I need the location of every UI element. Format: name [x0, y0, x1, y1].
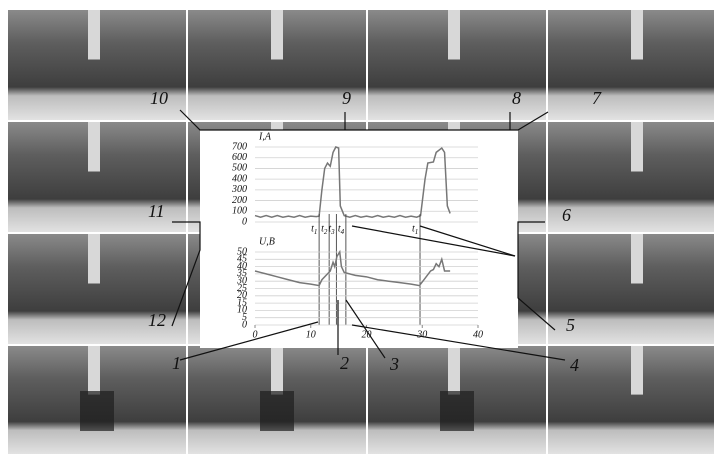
electrode — [88, 234, 100, 284]
frame-label: 6 — [562, 205, 571, 225]
frame-label: 1 — [172, 353, 181, 373]
frame-label: 4 — [570, 355, 579, 375]
electrode — [88, 346, 100, 395]
y-tick-label: 600 — [232, 152, 247, 163]
electrode — [631, 234, 643, 284]
frame-label: 11 — [148, 201, 165, 221]
frame-label: 7 — [592, 88, 602, 108]
frame-label: 9 — [342, 88, 351, 108]
frame-label: 8 — [512, 88, 521, 108]
droplet — [80, 391, 114, 431]
frame-label: 10 — [150, 88, 168, 108]
electrode — [631, 10, 643, 60]
electrode — [271, 346, 283, 395]
electrode — [631, 346, 643, 395]
frame-label: 5 — [566, 315, 575, 335]
electrode — [631, 122, 643, 172]
y-tick-label: 700 — [232, 141, 247, 152]
electrode — [448, 346, 460, 395]
frame-label: 3 — [389, 354, 399, 374]
electrode — [88, 122, 100, 172]
x-tick-label: 30 — [416, 329, 427, 340]
y-tick-label: 300 — [231, 184, 247, 195]
chart-title: I,A — [258, 131, 272, 142]
droplet — [440, 391, 474, 431]
y-tick-label: 100 — [232, 206, 247, 217]
y-tick-label: 500 — [232, 163, 247, 174]
electrode — [448, 10, 460, 60]
x-tick-label: 10 — [306, 329, 316, 340]
figure: I,A0100200300400500600700t1t2t3t4t1U,B05… — [0, 0, 714, 454]
frame-label: 2 — [340, 353, 349, 373]
droplet — [260, 391, 294, 431]
x-tick-label: 40 — [473, 329, 483, 340]
y-tick-label: 400 — [232, 173, 247, 184]
chart-panel — [200, 130, 518, 348]
y-tick-label: 0 — [242, 216, 247, 227]
y-tick-label: 200 — [232, 195, 247, 206]
electrode — [88, 10, 100, 60]
electrode — [271, 10, 283, 60]
frame-label: 12 — [148, 310, 166, 330]
y-tick-label: 50 — [237, 246, 247, 257]
chart-title: U,B — [259, 236, 275, 247]
